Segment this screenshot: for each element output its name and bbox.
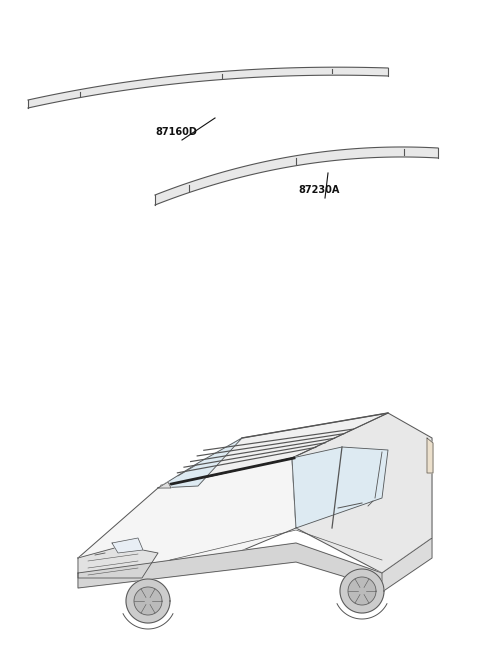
Polygon shape [158, 413, 388, 488]
Polygon shape [134, 587, 162, 615]
Polygon shape [427, 438, 433, 473]
Polygon shape [382, 538, 432, 592]
Polygon shape [348, 577, 376, 605]
Polygon shape [340, 569, 384, 613]
Polygon shape [126, 579, 170, 623]
Text: 87230A: 87230A [298, 185, 339, 195]
Polygon shape [78, 546, 158, 578]
Polygon shape [112, 538, 143, 553]
Polygon shape [78, 543, 382, 588]
Polygon shape [155, 147, 438, 205]
Text: 87160D: 87160D [155, 127, 197, 137]
Polygon shape [158, 438, 242, 488]
Polygon shape [158, 482, 171, 488]
Polygon shape [292, 413, 432, 573]
Polygon shape [292, 447, 388, 528]
Polygon shape [78, 458, 296, 568]
Polygon shape [28, 67, 388, 108]
